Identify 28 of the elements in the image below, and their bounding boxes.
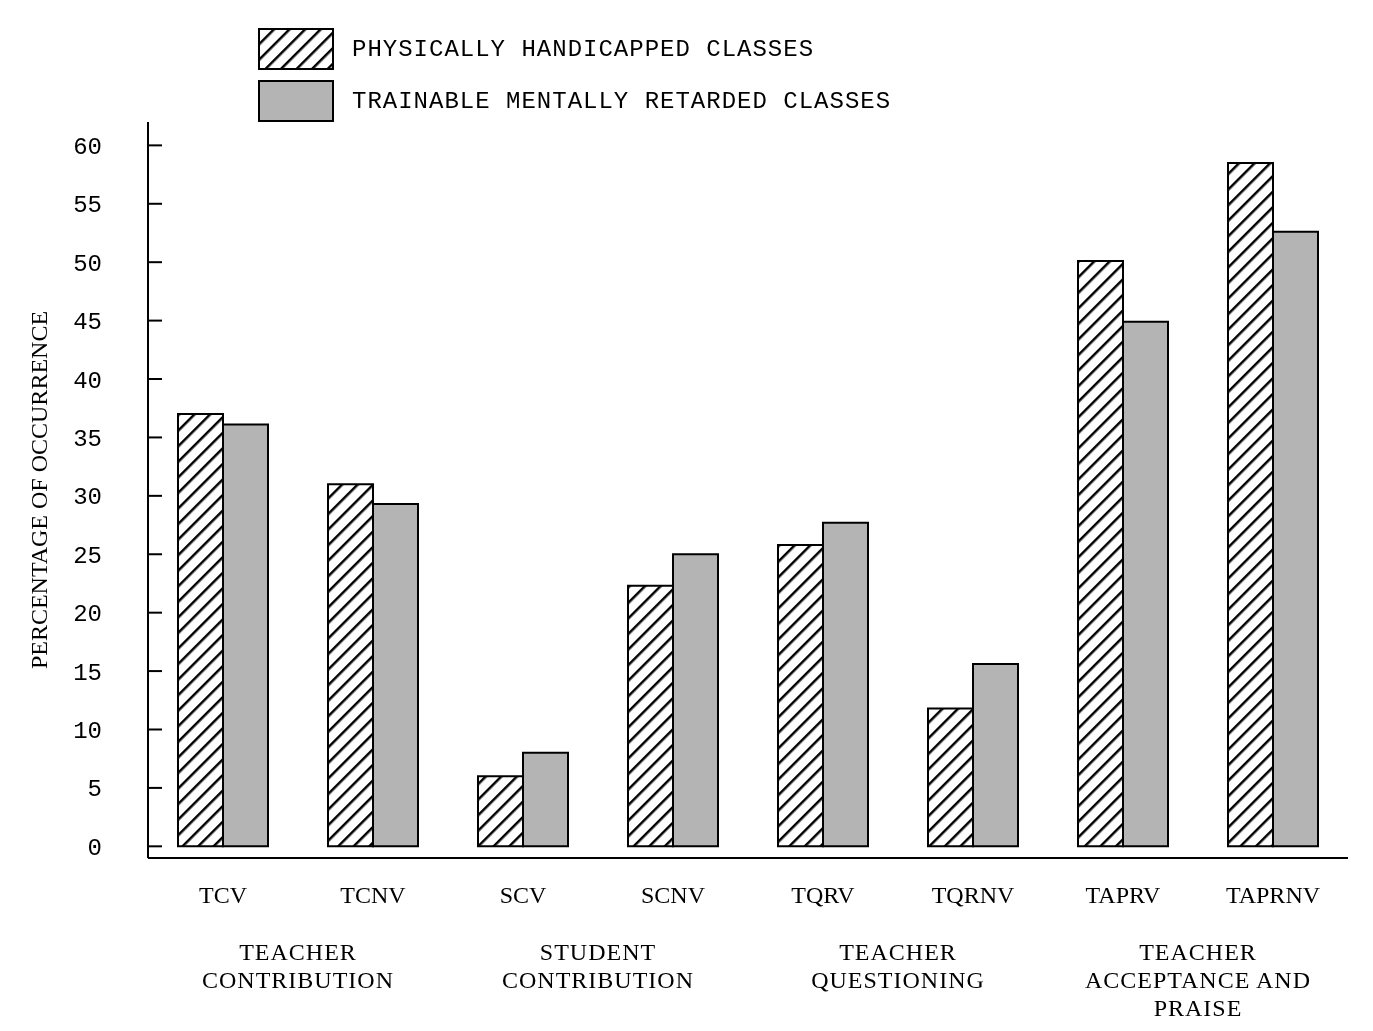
x-tick-label: TCNV (340, 882, 407, 909)
x-tick-label: TAPRV (1085, 882, 1162, 909)
x-tick-label: TAPRNV (1225, 882, 1321, 909)
y-tick-label: 5 (87, 776, 102, 804)
y-tick-label: 10 (73, 718, 102, 746)
y-tick-label: 0 (87, 834, 102, 862)
x-tick-label: TQRNV (931, 882, 1015, 909)
x-tick-label: SCNV (640, 882, 706, 909)
y-tick-label: 45 (73, 309, 102, 337)
y-tick-label: 55 (73, 192, 102, 220)
legend-label: TRAINABLE MENTALLY RETARDED CLASSES (352, 87, 892, 115)
x-tick-label: SCV (499, 882, 548, 909)
text: STUDENT CONTRIBUTION (501, 938, 695, 994)
text: TEACHER ACCEPTANCE AND PRAISE (1083, 938, 1313, 1022)
text: TEACHER CONTRIBUTION (201, 938, 395, 994)
y-tick-label: 20 (73, 601, 102, 629)
legend-label: PHYSICALLY HANDICAPPED CLASSES (352, 35, 815, 63)
y-tick-label: 15 (73, 659, 102, 687)
x-tick-label: TCV (199, 882, 248, 909)
y-tick-label: 50 (73, 250, 102, 278)
y-tick-label: 35 (73, 425, 102, 453)
y-tick-label: 25 (73, 542, 102, 570)
y-tick-label: 30 (73, 484, 102, 512)
x-tick-label: TQRV (791, 882, 856, 909)
y-tick-label: 60 (73, 133, 102, 161)
y-tick-label: 40 (73, 367, 102, 395)
y-axis-title: PERCENTAGE OF OCCURRENCE (25, 310, 52, 670)
text: TEACHER QUESTIONING (810, 938, 986, 994)
